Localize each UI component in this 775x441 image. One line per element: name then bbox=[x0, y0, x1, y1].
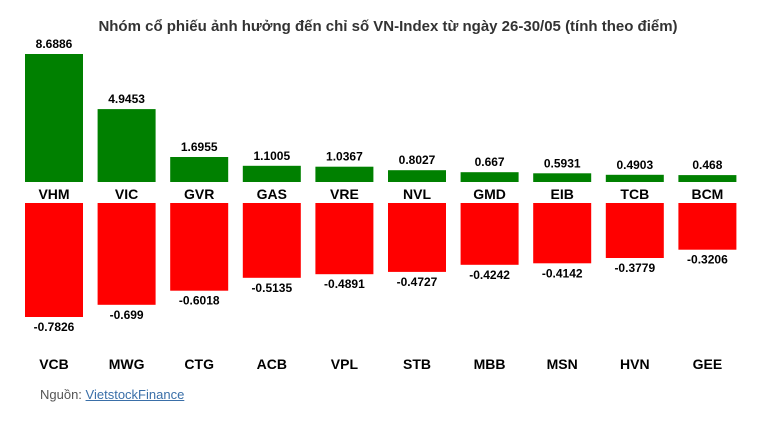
bar-vre bbox=[315, 166, 374, 182]
bar-vhm bbox=[25, 54, 83, 182]
bar-gvr bbox=[170, 157, 229, 182]
value-label-gvr: 1.6955 bbox=[181, 140, 218, 154]
value-label-mwg: -0.699 bbox=[110, 308, 144, 322]
bar-ctg bbox=[170, 203, 229, 291]
bar-mbb bbox=[460, 203, 519, 265]
value-label-stb: -0.4727 bbox=[397, 275, 438, 289]
category-label-eib: EIB bbox=[551, 186, 574, 202]
category-label-gas: GAS bbox=[257, 186, 287, 202]
bar-eib bbox=[533, 173, 592, 182]
bar-acb bbox=[242, 203, 301, 278]
value-label-vre: 1.0367 bbox=[326, 150, 363, 164]
bar-stb bbox=[388, 203, 446, 272]
value-label-acb: -0.5135 bbox=[251, 281, 292, 295]
category-label-mbb: MBB bbox=[474, 356, 506, 372]
gainers-group: 8.6886 VHM 4.9453 VIC 1.6955 GVR 1.1005 GAS 1.03… bbox=[25, 37, 737, 202]
value-label-vic: 4.9453 bbox=[108, 92, 145, 106]
value-label-ctg: -0.6018 bbox=[179, 294, 220, 308]
value-label-gee: -0.3206 bbox=[687, 253, 728, 267]
category-label-tcb: TCB bbox=[620, 186, 649, 202]
value-label-vpl: -0.4891 bbox=[324, 277, 365, 291]
source-link[interactable]: VietstockFinance bbox=[85, 387, 185, 402]
category-label-vpl: VPL bbox=[331, 356, 359, 372]
value-label-tcb: 0.4903 bbox=[616, 158, 653, 172]
value-label-vhm: 8.6886 bbox=[36, 37, 73, 51]
bar-tcb bbox=[605, 174, 664, 182]
bar-gee bbox=[678, 203, 737, 250]
value-label-gas: 1.1005 bbox=[253, 149, 290, 163]
chart-title: Nhóm cổ phiếu ảnh hưởng đến chỉ số VN-In… bbox=[98, 18, 677, 35]
category-label-vhm: VHM bbox=[38, 186, 69, 202]
source-prefix: Nguồn: bbox=[40, 387, 82, 402]
bar-mwg bbox=[97, 203, 156, 305]
category-label-vcb: VCB bbox=[39, 356, 69, 372]
bar-gas bbox=[242, 165, 301, 182]
category-label-mwg: MWG bbox=[109, 356, 145, 372]
bar-hvn bbox=[605, 203, 664, 258]
category-label-gee: GEE bbox=[693, 356, 723, 372]
value-label-nvl: 0.8027 bbox=[399, 153, 436, 167]
value-label-msn: -0.4142 bbox=[542, 266, 583, 280]
category-label-gmd: GMD bbox=[473, 186, 506, 202]
bar-vpl bbox=[315, 203, 374, 275]
source-note: Nguồn: VietstockFinance bbox=[40, 387, 184, 402]
category-label-vic: VIC bbox=[115, 186, 138, 202]
category-label-msn: MSN bbox=[547, 356, 578, 372]
value-label-eib: 0.5931 bbox=[544, 156, 581, 170]
value-label-vcb: -0.7826 bbox=[34, 320, 75, 334]
category-label-gvr: GVR bbox=[184, 186, 214, 202]
value-label-hvn: -0.3779 bbox=[614, 261, 655, 275]
value-label-mbb: -0.4242 bbox=[469, 268, 510, 282]
losers-group: -0.7826 VCB -0.699 MWG -0.6018 CTG -0.5135 ACB -… bbox=[25, 203, 737, 372]
bar-vcb bbox=[25, 203, 83, 317]
bar-vic bbox=[97, 109, 156, 182]
bar-bcm bbox=[678, 175, 737, 182]
category-label-bcm: BCM bbox=[691, 186, 723, 202]
value-label-gmd: 0.667 bbox=[475, 155, 505, 169]
value-label-bcm: 0.468 bbox=[692, 158, 722, 172]
category-label-nvl: NVL bbox=[403, 186, 431, 202]
category-label-ctg: CTG bbox=[184, 356, 214, 372]
bar-nvl bbox=[388, 170, 446, 182]
bar-gmd bbox=[460, 172, 519, 182]
bar-msn bbox=[533, 203, 592, 264]
category-label-stb: STB bbox=[403, 356, 431, 372]
category-label-acb: ACB bbox=[257, 356, 287, 372]
category-label-hvn: HVN bbox=[620, 356, 650, 372]
category-label-vre: VRE bbox=[330, 186, 359, 202]
